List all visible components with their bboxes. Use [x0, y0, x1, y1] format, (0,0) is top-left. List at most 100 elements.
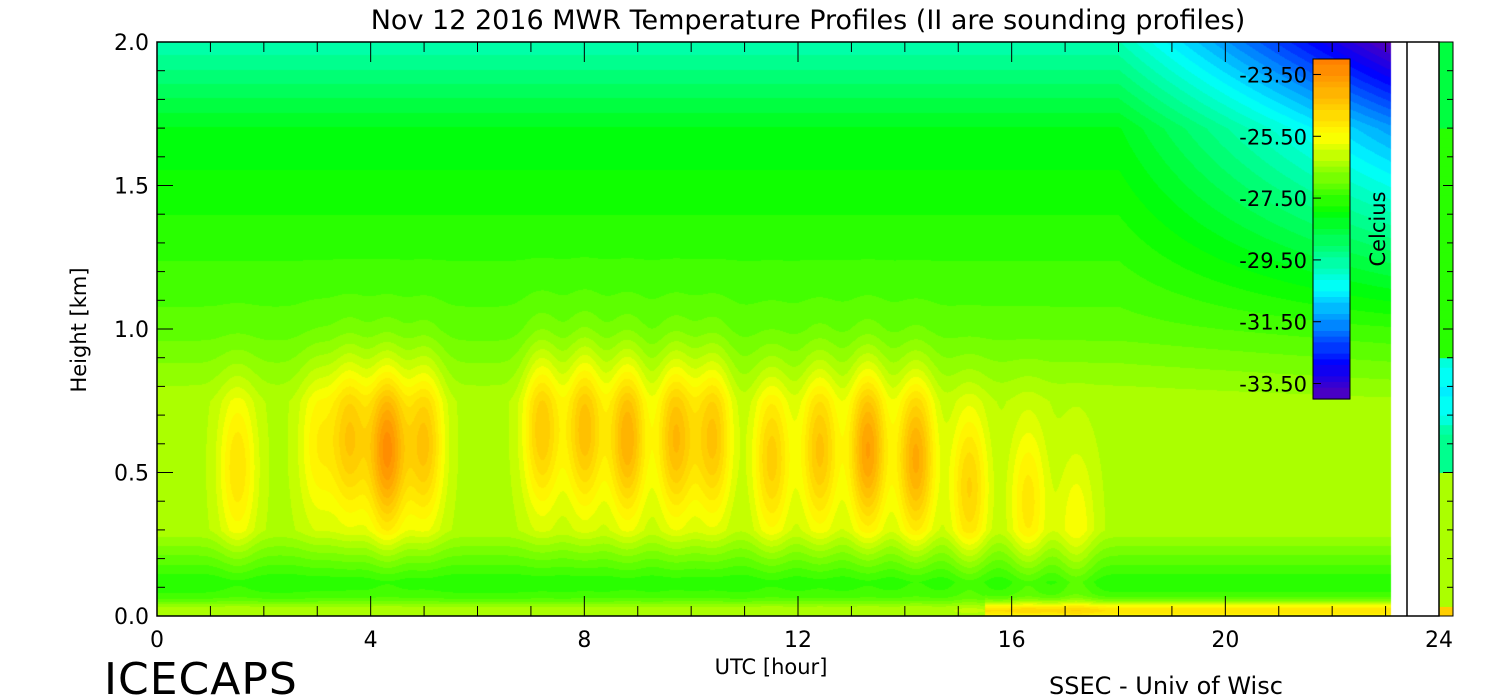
- sounding-cell: [1439, 367, 1453, 378]
- colorbar-swatch: [1313, 348, 1350, 355]
- colorbar-tick-label: -27.50: [1239, 187, 1307, 211]
- sounding-cell: [1439, 587, 1453, 598]
- y-tick-label: 1.5: [114, 175, 149, 200]
- sounding-cell: [1439, 443, 1453, 454]
- sounding-cell: [1439, 252, 1453, 263]
- colorbar: -23.50 -25.50 -27.50 -29.50 -31.50 -33.50 Celc…: [1239, 58, 1390, 400]
- x-axis-title: UTC [hour]: [715, 655, 828, 679]
- colorbar-label: Celcius: [1366, 191, 1390, 266]
- sounding-cell: [1439, 329, 1453, 340]
- colorbar-swatch: [1313, 132, 1350, 139]
- sounding-cell: [1439, 61, 1453, 72]
- sounding-cell: [1439, 233, 1453, 244]
- sounding-cell: [1439, 319, 1453, 330]
- colorbar-swatch: [1313, 144, 1350, 151]
- colorbar-swatch: [1313, 314, 1350, 321]
- sounding-cell: [1439, 70, 1453, 81]
- sounding-cell: [1439, 262, 1453, 273]
- colorbar-swatch: [1313, 104, 1350, 111]
- sounding-cell: [1439, 577, 1453, 588]
- sounding-cell: [1439, 89, 1453, 100]
- sounding-cell: [1439, 395, 1453, 407]
- sounding-cell: [1439, 606, 1453, 617]
- sounding-cell: [1439, 300, 1453, 311]
- colorbar-swatch: [1313, 359, 1350, 366]
- x-tick-label: 20: [1211, 628, 1239, 653]
- colorbar-swatch: [1313, 240, 1350, 247]
- colorbar-tick-label: -31.50: [1239, 311, 1307, 335]
- colorbar-swatch: [1313, 183, 1350, 190]
- sounding-profile-strip: [1439, 42, 1453, 617]
- sounding-cell: [1439, 510, 1453, 521]
- colorbar-tick-label: -33.50: [1239, 373, 1307, 397]
- sounding-cell: [1439, 99, 1453, 110]
- heatmap-field: [157, 42, 1407, 616]
- colorbar-swatch: [1313, 229, 1350, 236]
- sounding-cell: [1439, 214, 1453, 225]
- y-axis-title: Height [km]: [67, 267, 91, 392]
- sounding-cell: [1439, 491, 1453, 502]
- colorbar-swatch: [1313, 138, 1350, 145]
- colorbar-swatch: [1313, 353, 1350, 360]
- colorbar-swatch: [1313, 234, 1350, 241]
- colorbar-swatch: [1313, 325, 1350, 332]
- colorbar-swatch: [1313, 76, 1350, 83]
- colorbar-swatch: [1313, 331, 1350, 338]
- chart-title: Nov 12 2016 MWR Temperature Profiles (II…: [371, 5, 1246, 36]
- sounding-cell: [1439, 472, 1453, 483]
- sounding-cell: [1439, 118, 1453, 129]
- colorbar-swatch: [1313, 274, 1350, 281]
- sounding-cell: [1439, 128, 1453, 139]
- colorbar-swatch: [1313, 393, 1350, 400]
- colorbar-swatch: [1313, 387, 1350, 394]
- colorbar-swatch: [1313, 246, 1350, 253]
- colorbar-swatch: [1313, 178, 1350, 185]
- sounding-cell: [1439, 376, 1453, 387]
- colorbar-tick-label: -25.50: [1239, 125, 1307, 149]
- x-axis-ticks: 0 4 8 12 16 20 24: [150, 42, 1453, 653]
- colorbar-swatch: [1313, 81, 1350, 88]
- sounding-cell: [1439, 338, 1453, 349]
- sounding-cell: [1439, 156, 1453, 167]
- colorbar-swatch: [1313, 93, 1350, 100]
- colorbar-swatch: [1313, 223, 1350, 230]
- colorbar-swatch: [1313, 291, 1350, 298]
- sounding-cell: [1439, 309, 1453, 320]
- sounding-cell: [1439, 434, 1453, 445]
- sounding-cell: [1439, 80, 1453, 91]
- colorbar-swatch: [1313, 161, 1350, 168]
- x-tick-label: 0: [150, 628, 164, 653]
- sounding-cell: [1439, 166, 1453, 177]
- sounding-cell: [1439, 424, 1453, 435]
- colorbar-swatch: [1313, 370, 1350, 377]
- sounding-cell: [1439, 137, 1453, 148]
- sounding-cell: [1439, 51, 1453, 62]
- colorbar-swatch: [1313, 268, 1350, 275]
- colorbar-swatch: [1313, 149, 1350, 156]
- colorbar-frame: [1312, 58, 1351, 400]
- sounding-cell: [1439, 501, 1453, 512]
- colorbar-swatch: [1313, 115, 1350, 122]
- x-tick-label: 12: [784, 628, 812, 653]
- colorbar-swatch: [1313, 87, 1350, 94]
- colorbar-swatch: [1313, 302, 1350, 309]
- sounding-cell: [1439, 558, 1453, 569]
- sounding-cell: [1439, 204, 1453, 215]
- sounding-cell: [1439, 348, 1453, 359]
- y-tick-label: 2.0: [114, 31, 149, 56]
- colorbar-swatch: [1313, 195, 1350, 202]
- colorbar-swatch: [1313, 217, 1350, 224]
- colorbar-tick-label: -29.50: [1239, 249, 1307, 273]
- colorbar-swatch: [1313, 297, 1350, 304]
- colorbar-swatch: [1313, 70, 1350, 77]
- colorbar-swatch: [1313, 200, 1350, 207]
- sounding-cell: [1439, 568, 1453, 579]
- colorbar-swatch: [1313, 110, 1350, 117]
- sounding-cell: [1439, 42, 1453, 53]
- sounding-cell: [1439, 223, 1453, 234]
- sounding-cell: [1439, 281, 1453, 292]
- sounding-cell: [1439, 185, 1453, 196]
- sounding-cell: [1439, 147, 1453, 158]
- colorbar-swatch: [1313, 365, 1350, 372]
